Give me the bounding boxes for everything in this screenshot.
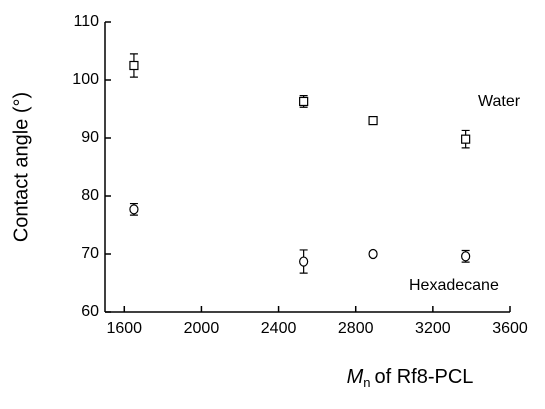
- x-tick-label: 3200: [415, 320, 451, 337]
- point: [129, 204, 139, 215]
- y-tick-label: 80: [81, 187, 99, 204]
- x-tick-label: 2800: [338, 320, 374, 337]
- point: [299, 256, 309, 267]
- point: [368, 115, 378, 126]
- series-label: Hexadecane: [409, 277, 499, 294]
- y-tick-label: 90: [81, 129, 99, 146]
- point: [461, 251, 471, 262]
- x-axis-label: Mn of Rf8-PCL: [347, 366, 474, 390]
- point: [299, 96, 309, 107]
- point: [129, 60, 139, 71]
- point: [461, 134, 471, 144]
- x-tick-label: 1600: [106, 320, 142, 337]
- y-axis-label: Contact angle (°): [10, 92, 32, 242]
- y-tick-label: 70: [81, 245, 99, 262]
- y-tick-label: 60: [81, 303, 99, 320]
- x-tick-label: 2000: [184, 320, 220, 337]
- series-label: Water: [478, 93, 521, 110]
- x-label-rest: of Rf8-PCL: [374, 366, 473, 388]
- y-tick-label: 110: [73, 13, 99, 30]
- x-tick-label: 2400: [261, 320, 297, 337]
- x-tick-label: 3600: [492, 320, 528, 337]
- x-label-subscript: n: [363, 375, 370, 390]
- point: [368, 248, 378, 260]
- y-tick-label: 100: [72, 71, 99, 88]
- x-label-symbol: M: [347, 366, 364, 388]
